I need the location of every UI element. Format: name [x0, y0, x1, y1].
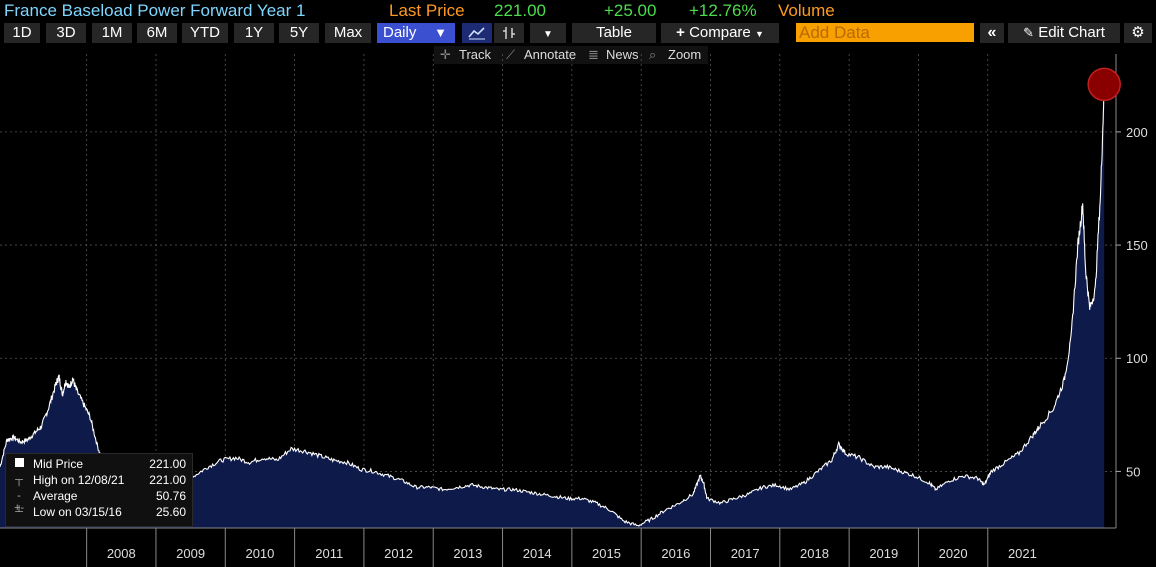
range-1d-button[interactable]: 1D: [4, 23, 40, 43]
line-chart-type-button[interactable]: [462, 23, 492, 43]
dropdown-arrow-icon: ▼: [434, 25, 447, 40]
volume-label: Volume: [778, 1, 835, 20]
line-chart-icon: [468, 27, 485, 40]
high-marker-icon: ┬: [15, 474, 23, 486]
x-tick-label: 2013: [453, 546, 482, 561]
x-tick-label: 2012: [384, 546, 413, 561]
x-tick-label: 2019: [869, 546, 898, 561]
range-ytd-button[interactable]: YTD: [182, 23, 228, 43]
legend-row-average: -+- Average 50.76: [13, 489, 186, 514]
range-3d-button[interactable]: 3D: [46, 23, 86, 43]
legend-row-high: ┬ High on 12/08/21 221.00: [6, 472, 192, 488]
zoom-icon: ⌕: [649, 47, 657, 62]
average-marker-icon: -+-: [13, 490, 25, 514]
range-5y-button[interactable]: 5Y: [279, 23, 319, 43]
pencil-icon: ✎: [1023, 25, 1035, 40]
y-tick-label: 200: [1126, 125, 1148, 140]
x-tick-label: 2016: [661, 546, 690, 561]
compare-dropdown-arrow-icon: ▼: [754, 29, 764, 39]
y-tick-label: 150: [1126, 238, 1148, 253]
edit-chart-button[interactable]: ✎ Edit Chart: [1008, 23, 1120, 43]
x-tick-label: 2014: [523, 546, 552, 561]
legend-row-low: ┴ Low on 03/15/16 25.60: [6, 504, 192, 520]
x-tick-label: 2015: [592, 546, 621, 561]
range-6m-button[interactable]: 6M: [137, 23, 177, 43]
last-price-value: 221.00: [494, 1, 546, 20]
y-tick-label: 50: [1126, 464, 1140, 479]
compare-label: Compare: [689, 24, 751, 41]
x-tick-label: 2017: [731, 546, 760, 561]
compare-button[interactable]: + Compare ▼: [661, 23, 779, 43]
x-tick-label: 2010: [245, 546, 274, 561]
bar-chart-type-button[interactable]: [494, 23, 524, 43]
zoom-tool[interactable]: Zoom: [668, 47, 702, 62]
title-bar: France Baseload Power Forward Year 1 Las…: [0, 0, 1156, 22]
ohlc-bar-icon: [503, 27, 515, 39]
add-data-input[interactable]: Add Data: [796, 23, 974, 42]
x-tick-label: 2008: [107, 546, 136, 561]
range-1y-button[interactable]: 1Y: [234, 23, 274, 43]
annotate-icon: ⟋: [506, 47, 516, 62]
x-tick-label: 2011: [315, 546, 343, 561]
gear-icon: ⚙: [1131, 24, 1145, 41]
last-price-label: Last Price: [389, 1, 465, 20]
x-tick-label: 2018: [800, 546, 829, 561]
news-icon: ≣: [588, 47, 599, 62]
y-axis: 50 100 150 200: [1115, 54, 1148, 528]
collapse-button[interactable]: «: [980, 23, 1004, 43]
range-max-button[interactable]: Max: [325, 23, 371, 43]
track-tool[interactable]: Track: [459, 47, 492, 62]
track-icon: ✛: [440, 47, 451, 62]
settings-button[interactable]: ⚙: [1124, 23, 1152, 43]
frequency-dropdown[interactable]: Daily ▼: [377, 23, 455, 43]
chart-legend: Mid Price 221.00 ┬ High on 12/08/21 221.…: [5, 453, 193, 527]
table-button[interactable]: Table: [572, 23, 656, 43]
price-change-pct: +12.76%: [689, 1, 757, 20]
last-price-marker: [1087, 67, 1121, 102]
low-marker-icon: ┴: [15, 506, 23, 518]
x-axis: 2008 2009 2010 2011 2012 2013 2014 2015 2016 2017…: [0, 527, 1116, 567]
plus-icon: +: [676, 24, 685, 41]
range-1m-button[interactable]: 1M: [92, 23, 132, 43]
x-tick-label: 2020: [939, 546, 968, 561]
x-tick-label: 2009: [176, 546, 205, 561]
security-title: France Baseload Power Forward Year 1: [4, 1, 306, 20]
legend-row-mid-price: Mid Price 221.00: [6, 456, 192, 472]
chart-type-dropdown[interactable]: ▼: [530, 23, 566, 43]
annotate-tool[interactable]: Annotate: [524, 47, 577, 62]
price-line: [0, 84, 1105, 527]
frequency-label: Daily: [383, 24, 417, 41]
white-square-icon: [13, 458, 25, 470]
small-dropdown-arrow-icon: ▼: [543, 29, 553, 40]
y-tick-label: 100: [1126, 351, 1148, 366]
edit-chart-label: Edit Chart: [1038, 24, 1105, 41]
double-chevron-left-icon: «: [987, 24, 997, 41]
news-tool[interactable]: News: [606, 47, 639, 62]
price-change: +25.00: [604, 1, 657, 20]
x-tick-label: 2021: [1008, 546, 1037, 561]
